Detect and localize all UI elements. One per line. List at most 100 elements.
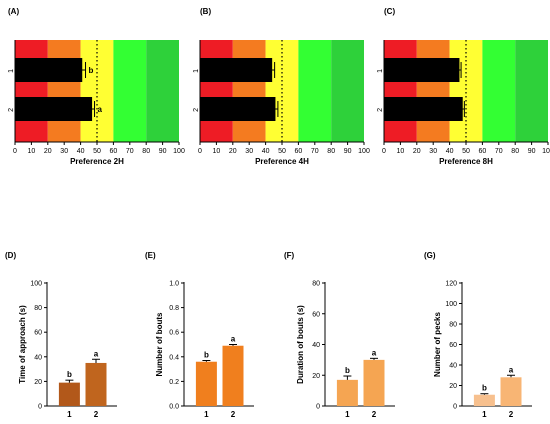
chart-f-ylabel: Duration of bouts (s) bbox=[296, 305, 305, 384]
chart-g-sig-2: a bbox=[509, 365, 514, 374]
chart-e-sig-1: b bbox=[204, 350, 209, 359]
chart-g-xtick-1: 1 bbox=[482, 410, 487, 419]
chart-d-ylabel: Time of approach (s) bbox=[18, 305, 27, 384]
chart-b-zone-2 bbox=[232, 40, 266, 142]
chart-c-xtick-70: 70 bbox=[495, 148, 503, 155]
chart-e-ytick-0.4: 0.4 bbox=[169, 354, 179, 361]
chart-a-bar-1 bbox=[15, 58, 83, 82]
chart-c-zone-5 bbox=[515, 40, 548, 142]
chart-g-ytick-120: 120 bbox=[445, 281, 457, 288]
chart-f-sig-1: b bbox=[345, 366, 350, 375]
chart-c-ytick-1: 1 bbox=[377, 69, 384, 73]
chart-e-ytick-1.0: 1.0 bbox=[169, 281, 179, 288]
chart-e-ytick-0.2: 0.2 bbox=[169, 379, 179, 386]
chart-a-ytick-2: 2 bbox=[8, 108, 15, 112]
chart-a-xlabel: Preference 2H bbox=[70, 157, 124, 166]
chart-e-ytick-0.0: 0.0 bbox=[169, 404, 179, 411]
chart-a-xtick-10: 10 bbox=[28, 148, 36, 155]
chart-b-xtick-90: 90 bbox=[344, 148, 352, 155]
chart-a-xtick-50: 50 bbox=[93, 148, 101, 155]
chart-g-ytick-0: 0 bbox=[453, 404, 457, 411]
chart-b-xtick-20: 20 bbox=[229, 148, 237, 155]
chart-f-ytick-0: 0 bbox=[316, 404, 320, 411]
chart-b-xtick-70: 70 bbox=[311, 148, 319, 155]
chart-f-xtick-2: 2 bbox=[372, 410, 377, 419]
chart-c-xtick-10: 10 bbox=[397, 148, 405, 155]
chart-d-sig-1: b bbox=[67, 370, 72, 379]
chart-a-sig-1: b bbox=[89, 66, 94, 75]
chart-g-sig-1: b bbox=[482, 384, 487, 393]
chart-f-sig-2: a bbox=[372, 348, 377, 357]
chart-f-bar-1 bbox=[336, 379, 358, 406]
chart-g-panel-label: (G) bbox=[424, 251, 436, 260]
chart-f-xtick-1: 1 bbox=[345, 410, 350, 419]
chart-d-bar-2 bbox=[85, 362, 107, 406]
chart-a-xtick-80: 80 bbox=[142, 148, 150, 155]
chart-c-xtick-60: 60 bbox=[479, 148, 487, 155]
chart-f-panel-label: (F) bbox=[284, 251, 295, 260]
chart-c-xtick-0: 0 bbox=[382, 148, 386, 155]
chart-c-zone-2 bbox=[416, 40, 450, 142]
chart-b-xtick-30: 30 bbox=[245, 148, 253, 155]
chart-a-bar-2 bbox=[15, 97, 93, 121]
chart-d-bar-1 bbox=[58, 382, 80, 406]
chart-a-xtick-70: 70 bbox=[126, 148, 134, 155]
chart-b-ytick-2: 2 bbox=[193, 108, 200, 112]
chart-c-xlabel: Preference 8H bbox=[439, 157, 493, 166]
chart-b-xtick-50: 50 bbox=[278, 148, 286, 155]
chart-g-bar-2 bbox=[500, 377, 522, 406]
chart-d-xtick-2: 2 bbox=[94, 410, 99, 419]
chart-d-sig-2: a bbox=[94, 349, 99, 358]
chart-d-ytick-80: 80 bbox=[34, 305, 42, 312]
chart-e-bar-2 bbox=[222, 345, 244, 406]
chart-b-zone-4 bbox=[298, 40, 332, 142]
chart-c-xtick-90: 90 bbox=[528, 148, 536, 155]
chart-b-xtick-10: 10 bbox=[213, 148, 221, 155]
chart-a-ytick-1: 1 bbox=[8, 69, 15, 73]
chart-b-zone-5 bbox=[331, 40, 364, 142]
chart-c-zone-1 bbox=[384, 40, 417, 142]
chart-a-panel-label: (A) bbox=[8, 7, 19, 16]
chart-f-bar-2 bbox=[363, 359, 385, 406]
chart-d-ytick-60: 60 bbox=[34, 330, 42, 337]
chart-b-bar-2 bbox=[200, 97, 276, 121]
chart-b-xlabel: Preference 4H bbox=[255, 157, 309, 166]
chart-e-ylabel: Number of bouts bbox=[155, 312, 164, 377]
chart-c-xtick-80: 80 bbox=[511, 148, 519, 155]
chart-c-xtick-20: 20 bbox=[413, 148, 421, 155]
chart-e-xtick-2: 2 bbox=[231, 410, 236, 419]
chart-f-ytick-80: 80 bbox=[312, 281, 320, 288]
chart-g-ylabel: Number of pecks bbox=[433, 311, 442, 376]
chart-b-bar-1 bbox=[200, 58, 273, 82]
chart-g-ytick-20: 20 bbox=[449, 383, 457, 390]
chart-g-xtick-2: 2 bbox=[509, 410, 514, 419]
chart-a-zone-1 bbox=[15, 40, 48, 142]
chart-c-xtick-50: 50 bbox=[462, 148, 470, 155]
chart-c-bar-2 bbox=[384, 97, 463, 121]
chart-a-zone-4 bbox=[113, 40, 147, 142]
chart-g-ytick-40: 40 bbox=[449, 363, 457, 370]
chart-c-panel-label: (C) bbox=[384, 7, 395, 16]
chart-b-ytick-1: 1 bbox=[193, 69, 200, 73]
chart-b-xtick-60: 60 bbox=[295, 148, 303, 155]
chart-c-xtick-100: 100 bbox=[542, 148, 550, 155]
chart-a-xtick-90: 90 bbox=[159, 148, 167, 155]
chart-a-xtick-60: 60 bbox=[110, 148, 118, 155]
chart-e-ytick-0.8: 0.8 bbox=[169, 305, 179, 312]
chart-c-bar-1 bbox=[384, 58, 460, 82]
chart-c-xtick-30: 30 bbox=[429, 148, 437, 155]
chart-g-ytick-100: 100 bbox=[445, 301, 457, 308]
chart-e-panel-label: (E) bbox=[145, 251, 156, 260]
chart-e-sig-2: a bbox=[231, 335, 236, 344]
chart-a-xtick-30: 30 bbox=[60, 148, 68, 155]
chart-d-ytick-40: 40 bbox=[34, 354, 42, 361]
chart-a-xtick-0: 0 bbox=[13, 148, 17, 155]
chart-a-xtick-100: 100 bbox=[173, 148, 185, 155]
chart-d-xtick-1: 1 bbox=[67, 410, 72, 419]
chart-a-xtick-20: 20 bbox=[44, 148, 52, 155]
chart-f-ytick-20: 20 bbox=[312, 373, 320, 380]
chart-c-xtick-40: 40 bbox=[446, 148, 454, 155]
chart-a-sig-2: a bbox=[98, 105, 103, 114]
chart-c-ytick-2: 2 bbox=[377, 108, 384, 112]
